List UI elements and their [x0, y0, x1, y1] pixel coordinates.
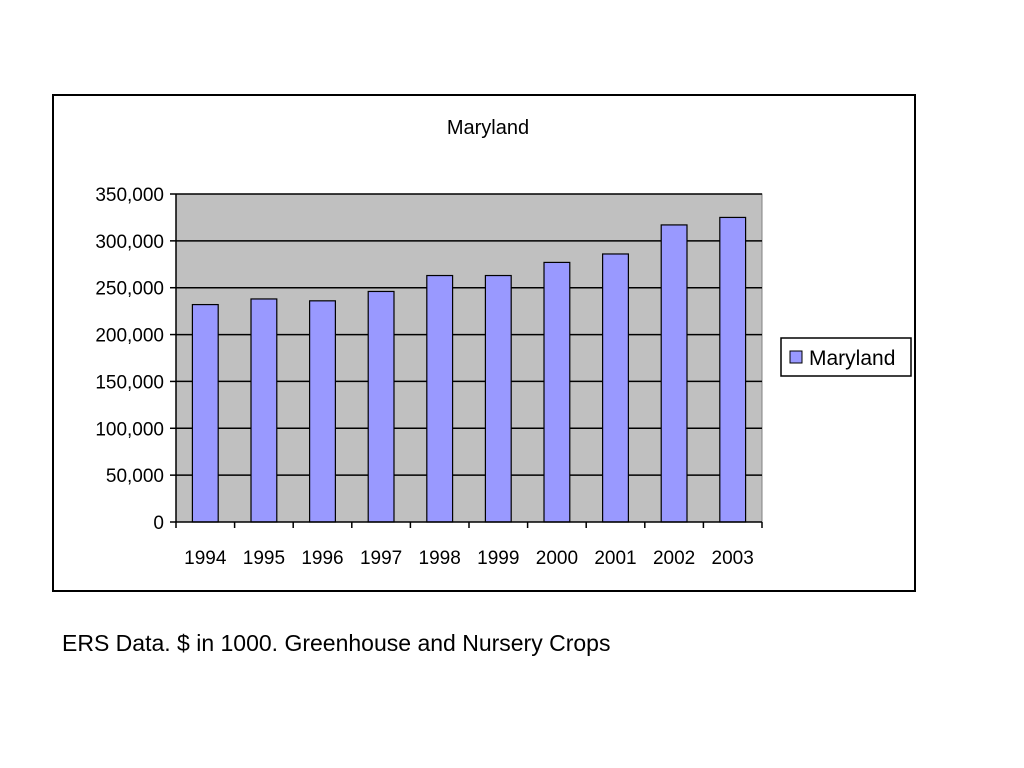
- x-tick-label: 1995: [243, 548, 285, 569]
- bar: [250, 298, 278, 523]
- x-tick-label: 1997: [360, 548, 402, 569]
- y-tick-label: 300,000: [95, 232, 164, 253]
- y-axis-ticks: 0 50,000 100,000 150,000 200,000 250,000 300,0…: [95, 185, 176, 534]
- bar: [602, 253, 629, 523]
- bar-chart: Maryland 0 50,000 100,000 150,000 200,000 250…: [95, 117, 912, 569]
- legend-box: [780, 337, 912, 377]
- x-tick-label: 2000: [536, 548, 578, 569]
- y-tick-label: 100,000: [95, 419, 164, 440]
- bar-series: [191, 216, 747, 523]
- bar: [367, 290, 395, 523]
- x-tick-label: 2001: [594, 548, 636, 569]
- legend-swatch: [789, 350, 803, 364]
- y-tick-label: 150,000: [95, 372, 164, 393]
- x-tick-label: 1998: [419, 548, 461, 569]
- legend: Maryland: [780, 337, 912, 377]
- bar: [426, 274, 454, 523]
- y-tick-label: 50,000: [106, 466, 164, 487]
- x-tick-label: 2003: [712, 548, 754, 569]
- bar: [309, 300, 336, 523]
- bar: [719, 216, 747, 523]
- legend-label: Maryland: [809, 347, 895, 370]
- x-tick-label: 1999: [477, 548, 519, 569]
- bar: [191, 303, 219, 523]
- chart-frame: Maryland 0 50,000 100,000 150,000 200,000 250…: [52, 94, 916, 592]
- y-tick-label: 200,000: [95, 326, 164, 347]
- chart-title: Maryland: [447, 117, 529, 139]
- bar: [543, 261, 571, 523]
- x-tick-label: 2002: [653, 548, 695, 569]
- bar: [484, 274, 512, 523]
- y-tick-label: 250,000: [95, 279, 164, 300]
- x-tick-label: 1996: [301, 548, 343, 569]
- x-axis-ticks: 1994 1995 1996 1997 1998 1999 2000 2001 2002 2003: [175, 522, 763, 569]
- y-tick-label: 0: [153, 513, 164, 534]
- caption: ERS Data. $ in 1000. Greenhouse and Nurs…: [62, 630, 611, 656]
- y-tick-label: 350,000: [95, 185, 164, 206]
- bar: [660, 224, 688, 523]
- x-tick-label: 1994: [184, 548, 227, 569]
